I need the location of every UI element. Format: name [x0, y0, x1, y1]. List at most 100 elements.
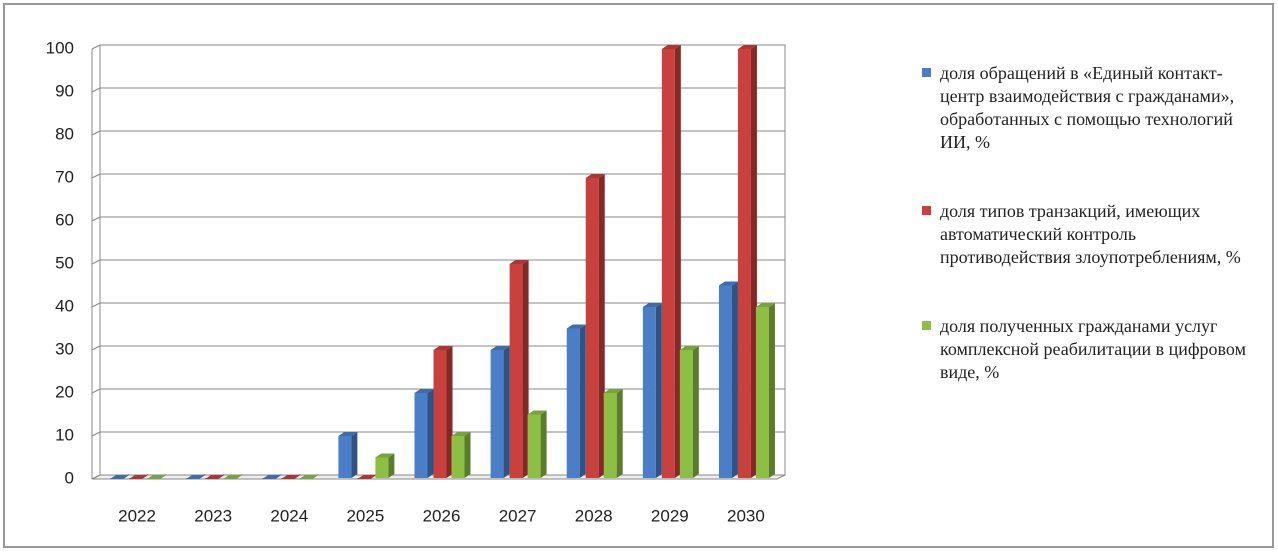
bar: [585, 174, 605, 478]
bar: [414, 389, 434, 478]
bar-front: [603, 393, 617, 478]
bar-front: [527, 414, 541, 478]
bar-top: [433, 346, 453, 350]
x-tick-label: 2027: [499, 506, 537, 525]
x-tick-label: 2030: [727, 506, 765, 525]
bar: [129, 474, 149, 479]
bar-top: [585, 174, 605, 178]
y-tick-label: 0: [65, 468, 74, 487]
grid-line-side: [91, 44, 101, 50]
legend-swatch: [922, 206, 931, 215]
bar: [262, 474, 282, 479]
grid-line-side: [91, 259, 101, 265]
bar-top: [147, 475, 167, 479]
x-tick-label: 2026: [423, 506, 461, 525]
bar: [186, 474, 206, 479]
y-tick-label: 20: [55, 382, 74, 401]
frame: [3, 3, 1274, 548]
bar-top: [281, 475, 301, 479]
bar-front: [679, 350, 693, 478]
bar-top: [755, 303, 775, 307]
bar-top: [451, 432, 471, 436]
bar: [147, 474, 167, 479]
bar: [357, 474, 377, 479]
bar-side: [351, 432, 358, 478]
bar-top: [205, 475, 225, 479]
bar-top: [566, 324, 586, 329]
legend-entry: доля обращений в «Единый контакт-центр в…: [922, 62, 1262, 154]
legend-entry: доля полученных гражданами услуг комплек…: [922, 315, 1262, 384]
x-tick-label: 2024: [270, 506, 308, 525]
legend-entry: доля типов транзакций, имеющих автоматич…: [922, 200, 1262, 269]
bar-top: [110, 475, 130, 479]
bar: [299, 474, 319, 479]
y-tick-label: 10: [55, 425, 74, 444]
bar-top: [603, 389, 623, 393]
bar-side: [731, 281, 738, 478]
bar-top: [661, 45, 681, 49]
bar-side: [540, 410, 547, 478]
grid-line-side: [91, 388, 101, 394]
bar-top: [299, 475, 319, 479]
bar-side: [464, 432, 471, 478]
y-tick-label: 50: [55, 253, 74, 272]
legend: доля обращений в «Единый контакт-центр в…: [922, 62, 1262, 430]
bar-side: [768, 303, 775, 478]
bar: [205, 474, 225, 479]
bar-top: [375, 453, 395, 458]
x-tick-label: 2029: [651, 506, 689, 525]
bar: [338, 432, 358, 478]
bar-top: [718, 281, 738, 286]
x-tick-label: 2023: [194, 506, 232, 525]
bar: [490, 346, 510, 478]
bar-side: [503, 346, 510, 478]
bar-top: [129, 475, 149, 479]
bar-top: [338, 432, 358, 436]
bar-front: [566, 328, 580, 478]
bar-top: [186, 475, 206, 479]
bar-side: [692, 346, 699, 478]
bar-front: [585, 178, 599, 478]
bar: [375, 453, 395, 478]
y-tick-label: 100: [46, 38, 74, 57]
legend-swatch: [922, 68, 931, 77]
bar-top: [679, 346, 699, 350]
bar-top: [223, 475, 243, 479]
bar-side: [616, 389, 623, 478]
bar-front: [451, 436, 465, 478]
bar-side: [579, 324, 586, 478]
bar: [755, 303, 775, 478]
bar: [718, 281, 738, 478]
bar-front: [414, 393, 428, 478]
bar: [661, 45, 681, 478]
bar-top: [262, 475, 282, 479]
bar-side: [750, 45, 757, 478]
y-tick-label: 60: [55, 210, 74, 229]
bar-top: [509, 260, 529, 264]
grid-line-side: [91, 216, 101, 222]
bar-top: [357, 475, 377, 479]
bar-front: [718, 285, 732, 478]
bar-side: [446, 346, 453, 478]
grid-line-side: [91, 474, 101, 480]
x-tick-label: 2028: [575, 506, 613, 525]
bar-top: [737, 45, 757, 49]
grid-line-side: [91, 431, 101, 437]
bar-front: [755, 307, 769, 478]
grid-line-side: [91, 173, 101, 179]
bar: [451, 432, 471, 478]
y-tick-label: 90: [55, 81, 74, 100]
bar: [223, 474, 243, 479]
y-tick-label: 70: [55, 167, 74, 186]
x-tick-label: 2025: [346, 506, 384, 525]
x-tick-label: 2022: [118, 506, 156, 525]
bar: [679, 346, 699, 478]
bar-front: [375, 457, 389, 478]
bar: [509, 260, 529, 478]
bar-side: [674, 45, 681, 478]
bar-front: [737, 49, 751, 478]
bar-side: [388, 453, 395, 478]
y-tick-label: 80: [55, 124, 74, 143]
legend-label: доля обращений в «Единый контакт-центр в…: [940, 63, 1235, 152]
